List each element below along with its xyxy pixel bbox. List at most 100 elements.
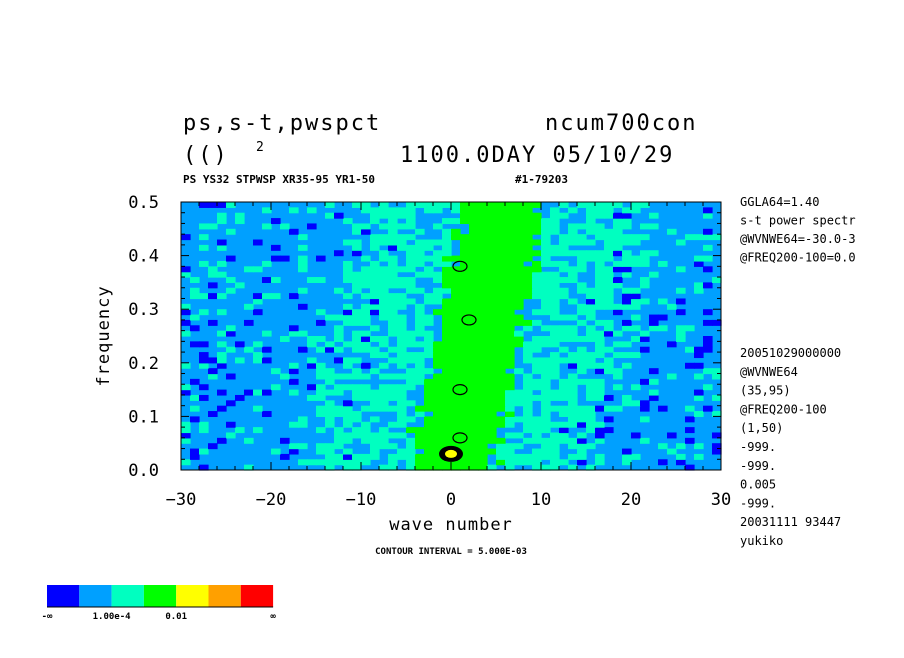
heatmap-cell — [361, 207, 371, 214]
heatmap-cell — [613, 239, 623, 246]
heatmap-cell — [658, 325, 668, 332]
heatmap-cell — [226, 228, 236, 235]
heatmap-cell — [604, 282, 614, 289]
x-axis-label: wave number — [389, 515, 513, 535]
heatmap-cell — [550, 228, 560, 235]
heatmap-cell — [478, 352, 488, 359]
heatmap-cell — [469, 271, 479, 278]
heatmap-cell — [514, 266, 524, 273]
heatmap-cell — [496, 298, 506, 305]
heatmap-cell — [352, 287, 362, 294]
heatmap-cell — [370, 346, 380, 353]
heatmap-cell — [469, 234, 479, 241]
heatmap-cell — [307, 336, 317, 342]
heatmap-cell — [442, 394, 452, 401]
heatmap-cell — [343, 303, 353, 310]
heatmap-cell — [514, 416, 524, 423]
heatmap-cell — [586, 202, 596, 208]
heatmap-cell — [289, 389, 299, 396]
heatmap-cell — [280, 336, 290, 342]
heatmap-cell — [343, 464, 353, 471]
side-info-top: GGLA64=1.40s-t power spectr@WVNWE64=-30.… — [740, 195, 856, 265]
heatmap-cell — [433, 309, 443, 316]
heatmap-cell — [316, 373, 326, 380]
heatmap-cell — [523, 427, 533, 434]
heatmap-cell — [343, 400, 353, 407]
heatmap-cell — [505, 421, 515, 428]
heatmap-cell — [631, 202, 641, 208]
heatmap-cell — [388, 432, 398, 439]
heatmap-cell — [694, 394, 704, 401]
y-tick-label: 0.3 — [128, 300, 159, 320]
heatmap-cell — [199, 260, 209, 267]
heatmap-cell — [586, 411, 596, 417]
heatmap-cell — [631, 207, 641, 214]
heatmap-cell — [487, 368, 497, 375]
heatmap-cell — [226, 373, 236, 380]
heatmap-cell — [298, 266, 308, 273]
heatmap-cell — [406, 244, 416, 251]
heatmap-cell — [451, 319, 461, 326]
heatmap-cell — [505, 400, 515, 407]
heatmap-cell — [379, 464, 389, 471]
heatmap-cell — [487, 314, 497, 321]
heatmap-cell — [325, 416, 335, 423]
heatmap-cell — [370, 309, 380, 316]
heatmap-cell — [595, 277, 605, 283]
heatmap-cell — [640, 298, 650, 305]
heatmap-cell — [487, 325, 497, 332]
heatmap-cell — [532, 266, 542, 273]
heatmap-cell — [280, 437, 290, 444]
heatmap-cell — [676, 459, 686, 466]
heatmap-cell — [217, 271, 227, 278]
heatmap-cell — [325, 405, 335, 412]
heatmap-cell — [442, 373, 452, 380]
heatmap-cell — [406, 416, 416, 423]
heatmap-cell — [352, 277, 362, 283]
heatmap-cell — [334, 443, 344, 450]
heatmap-cell — [505, 277, 515, 283]
heatmap-cell — [244, 346, 254, 353]
heatmap-cell — [622, 303, 632, 310]
heatmap-cell — [622, 459, 632, 466]
heatmap-cell — [541, 394, 551, 401]
heatmap-cell — [496, 373, 506, 380]
heatmap-cell — [478, 368, 488, 375]
heatmap-cell — [604, 228, 614, 235]
heatmap-cell — [550, 336, 560, 342]
heatmap-cell — [397, 341, 407, 348]
heatmap-cell — [469, 282, 479, 289]
heatmap-cell — [586, 405, 596, 412]
heatmap-cell — [496, 357, 506, 364]
heatmap-cell — [253, 266, 263, 273]
heatmap-cell — [307, 207, 317, 214]
heatmap-cell — [505, 394, 515, 401]
heatmap-cell — [451, 443, 461, 450]
heatmap-cell — [658, 314, 668, 321]
heatmap-cell — [622, 234, 632, 241]
heatmap-cell — [595, 405, 605, 412]
heatmap-cell — [676, 453, 686, 460]
heatmap-cell — [262, 330, 272, 337]
heatmap-cell — [532, 394, 542, 401]
heatmap-cell — [397, 405, 407, 412]
heatmap-cell — [415, 202, 425, 208]
heatmap-cell — [478, 266, 488, 273]
heatmap-cell — [577, 411, 587, 417]
heatmap-cell — [469, 389, 479, 396]
heatmap-cell — [532, 378, 542, 385]
heatmap-cell — [487, 378, 497, 385]
heatmap-cell — [487, 260, 497, 267]
heatmap-cell — [352, 202, 362, 208]
heatmap-cell — [325, 400, 335, 407]
heatmap-cell — [667, 303, 677, 310]
heatmap-cell — [406, 282, 416, 289]
heatmap-cell — [577, 202, 587, 208]
heatmap-cell — [442, 384, 452, 391]
heatmap-cell — [424, 346, 434, 353]
heatmap-cell — [460, 255, 470, 262]
heatmap-cell — [424, 437, 434, 444]
heatmap-cell — [352, 346, 362, 353]
heatmap-cell — [271, 293, 281, 300]
heatmap-cell — [703, 319, 713, 326]
